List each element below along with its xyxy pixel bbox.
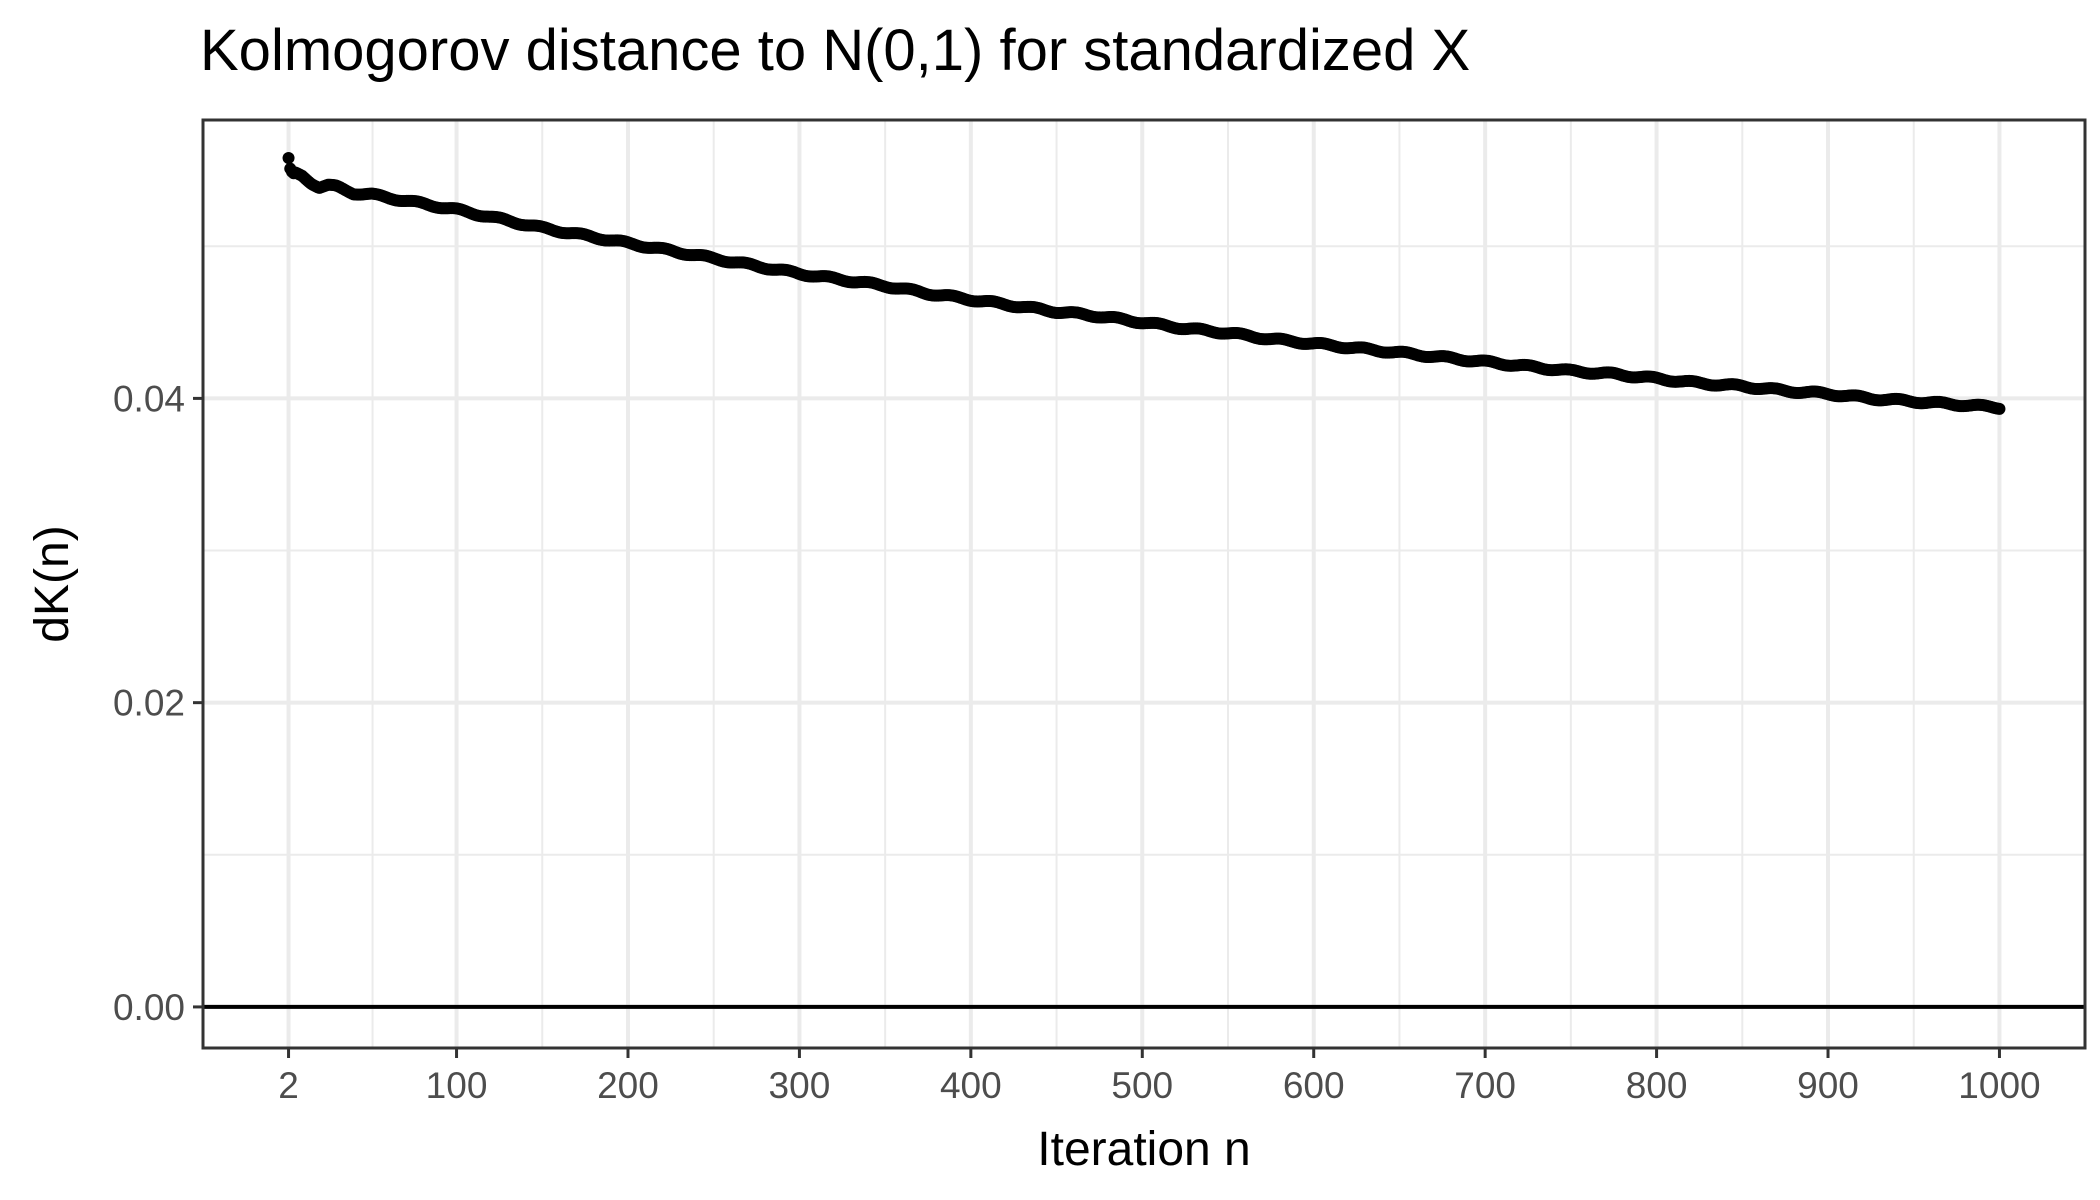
data-points	[282, 152, 2006, 415]
x-tick-label: 1000	[1958, 1065, 2040, 1106]
y-axis-ticks: 0.00 0.02 0.04	[113, 378, 203, 1028]
plot-border	[201, 118, 2087, 1050]
data-point	[282, 152, 295, 165]
x-tick-label: 2	[278, 1065, 299, 1106]
x-tick-label: 100	[426, 1065, 488, 1106]
y-tick-label: 0.04	[113, 378, 185, 419]
y-tick-label: 0.02	[113, 683, 185, 724]
chart-title: Kolmogorov distance to N(0,1) for standa…	[200, 18, 1470, 83]
x-axis-title: Iteration n	[1037, 1123, 1250, 1176]
y-tick-label: 0.00	[113, 987, 185, 1028]
x-tick-label: 300	[769, 1065, 831, 1106]
x-tick-label: 200	[597, 1065, 659, 1106]
x-tick-label: 700	[1454, 1065, 1516, 1106]
x-tick-label: 400	[940, 1065, 1002, 1106]
grid	[203, 120, 2085, 1048]
x-tick-label: 500	[1111, 1065, 1173, 1106]
data-point	[1993, 402, 2006, 415]
x-tick-label: 600	[1283, 1065, 1345, 1106]
x-tick-label: 800	[1626, 1065, 1688, 1106]
y-axis-title: dK(n)	[26, 525, 79, 642]
x-axis-ticks: 2 100 200 300 400 500 600 700 800 900 1000	[278, 1048, 2041, 1106]
x-tick-label: 900	[1797, 1065, 1859, 1106]
